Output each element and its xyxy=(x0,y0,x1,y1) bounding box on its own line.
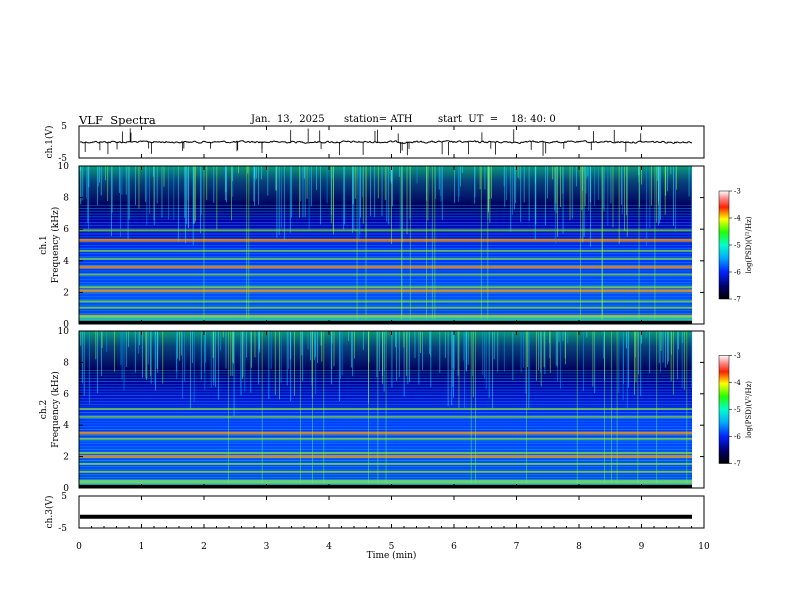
ch1-ylabel: ch.1(V) xyxy=(44,126,55,159)
ch1-band xyxy=(79,229,692,232)
ch2-band xyxy=(79,408,692,410)
ch2-band xyxy=(79,470,692,473)
ch2-lowfreq-band xyxy=(79,479,692,488)
ch1-ytick-label: 10 xyxy=(58,162,70,172)
ch2-ytick-label: 8 xyxy=(63,358,69,368)
ch1-band xyxy=(79,306,692,309)
ch3-ytick-label: -5 xyxy=(58,524,67,534)
ch2-colorbar-label: log(PSD)(V²/Hz) xyxy=(745,381,753,438)
ch1-band xyxy=(79,249,692,252)
x-tick-label: 1 xyxy=(139,542,145,552)
station-label: station= ATH xyxy=(344,114,413,125)
ch1-band xyxy=(79,273,692,276)
ch2-ytick-label: 10 xyxy=(58,327,70,337)
x-tick-label: 10 xyxy=(698,542,710,552)
ch2-colorbar-tick-label: -3 xyxy=(734,352,741,360)
ch2-ytick-label: 2 xyxy=(63,453,69,463)
x-tick-label: 5 xyxy=(389,542,395,552)
chart-title: VLF Spectra xyxy=(79,113,156,127)
ch3-ytick-label: 5 xyxy=(61,492,67,502)
x-axis-label: Time (min) xyxy=(367,550,417,561)
ch1-band xyxy=(79,289,692,293)
ch1-colorbar-tick-label: -5 xyxy=(734,242,741,250)
ch1-ytick-label: 4 xyxy=(63,257,69,267)
ch1-band xyxy=(79,238,692,242)
ch2-ytick-label: 4 xyxy=(63,421,69,431)
date-label: Jan. 13, 2025 xyxy=(251,114,325,125)
ch2-channel-label: ch.2 xyxy=(39,400,49,419)
x-tick-label: 3 xyxy=(264,542,270,552)
ch1-ytick-label: 6 xyxy=(63,225,69,235)
ch1-dc-line xyxy=(79,320,692,324)
ch2-ytick-label: 6 xyxy=(63,390,69,400)
ch2-ylabel: Frequency (kHz) xyxy=(50,371,61,448)
ch2-band xyxy=(79,455,692,459)
ch2-band xyxy=(79,451,692,454)
x-tick-label: 2 xyxy=(201,542,207,552)
x-tick-label: 6 xyxy=(451,542,457,552)
x-tick-label: 0 xyxy=(76,542,82,552)
ch1-colorbar xyxy=(718,190,730,300)
ch1-ytick-label: 2 xyxy=(63,288,69,298)
ch1-channel-label: ch.1 xyxy=(39,235,49,254)
x-tick-label: 7 xyxy=(514,542,520,552)
ch1-ytick-label: -5 xyxy=(58,154,67,164)
x-tick-label: 9 xyxy=(639,542,645,552)
ch1-ytick-label: 8 xyxy=(63,194,69,204)
ch2-band xyxy=(79,462,692,465)
ch2-band xyxy=(79,437,692,440)
ch1-colorbar-tick-label: -4 xyxy=(734,215,741,223)
ch1-waveform-trace xyxy=(79,140,693,145)
start-time-label: start UT = 18: 40: 0 xyxy=(438,114,556,125)
ch2-ytick-label: 0 xyxy=(63,484,69,494)
ch1-band xyxy=(79,300,692,303)
ch2-colorbar xyxy=(718,355,730,464)
x-tick-label: 4 xyxy=(326,542,332,552)
ch1-band xyxy=(79,257,692,260)
ch1-colorbar-tick-label: -6 xyxy=(734,269,741,277)
ch1-band xyxy=(79,286,692,289)
ch1-ytick-label: 5 xyxy=(61,122,67,132)
ch2-colorbar-tick-label: -7 xyxy=(734,460,741,468)
ch2-colorbar-tick-label: -6 xyxy=(734,433,741,441)
ch2-colorbar-tick-label: -4 xyxy=(734,379,741,387)
ch1-colorbar-tick-label: -3 xyxy=(734,188,741,196)
x-tick-label: 8 xyxy=(576,542,582,552)
ch2-dc-line xyxy=(79,484,692,488)
ch1-colorbar-label: log(PSD)(V²/Hz) xyxy=(745,216,753,273)
ch1-colorbar-tick-label: -7 xyxy=(734,296,741,304)
ch2-colorbar-tick-label: -5 xyxy=(734,406,741,414)
ch2-band xyxy=(79,431,692,435)
ch2-band xyxy=(79,415,692,418)
ch1-ylabel: Frequency (kHz) xyxy=(50,207,61,284)
ch3-frame xyxy=(78,495,705,529)
ch1-lowfreq-band xyxy=(79,315,692,324)
ch3-ylabel: ch.3(V) xyxy=(44,496,55,529)
ch1-ytick-label: 0 xyxy=(63,320,69,330)
ch1-band xyxy=(79,265,692,269)
